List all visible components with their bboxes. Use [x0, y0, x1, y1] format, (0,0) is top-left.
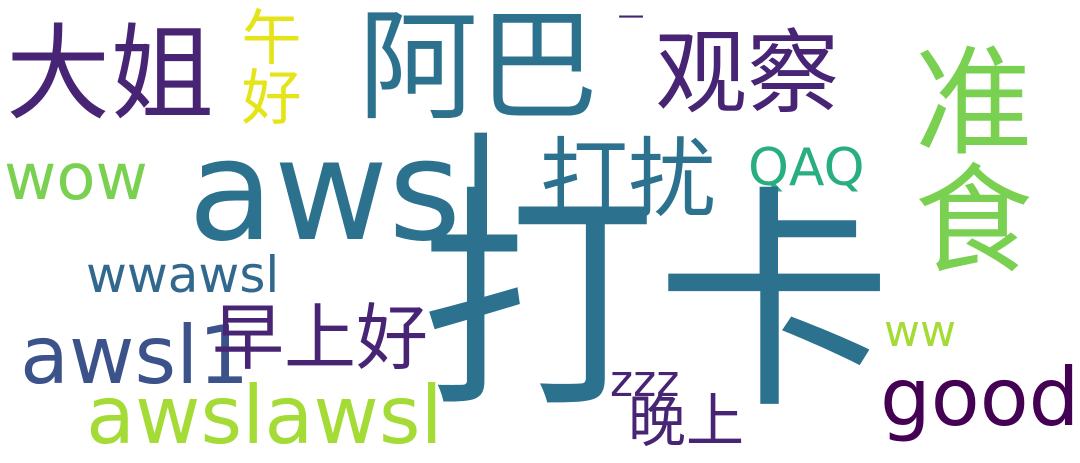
- word-dash: 一: [618, 4, 645, 34]
- word-good: good: [880, 351, 1080, 444]
- word-awslawsl: awslawsl: [86, 369, 443, 462]
- word-wow: wow: [4, 141, 148, 215]
- word-qaq: QAQ: [748, 138, 865, 198]
- word-wwawsl: wwawsl: [86, 246, 280, 304]
- word-awsl1: awsl1: [20, 309, 250, 402]
- word-aba: 阿巴: [358, 0, 598, 137]
- word-wuhao: 午好: [231, 6, 301, 126]
- word-wanshang: 晚上: [628, 387, 745, 455]
- word-dadrao: 打扰: [540, 128, 717, 231]
- word-awsl-big: awsl: [188, 110, 501, 273]
- word-guancha: 观察: [655, 20, 840, 127]
- word-dajie: 大姐: [6, 13, 215, 135]
- word-daka: 打卡: [420, 166, 893, 441]
- word-zhunshi: 准食: [894, 40, 1032, 276]
- word-ww: ww: [884, 306, 956, 357]
- word-zaoshanghao: 早上好: [212, 296, 429, 380]
- word-zzz: zzz: [610, 356, 680, 407]
